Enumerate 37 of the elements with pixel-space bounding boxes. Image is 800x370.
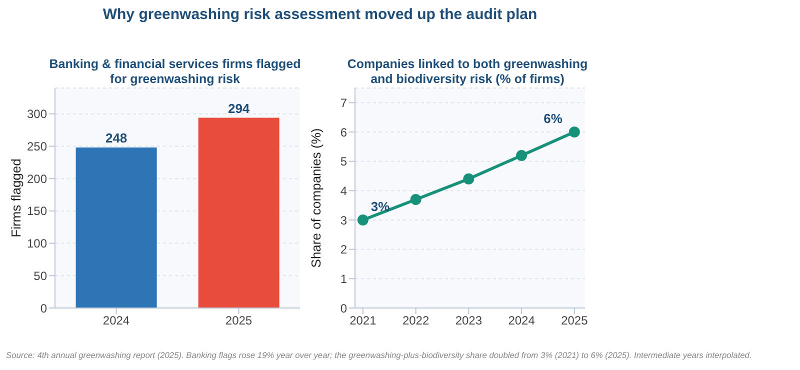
y-axis-title: Share of companies (%) xyxy=(308,128,324,268)
chart-title: Why greenwashing risk assessment moved up the audit plan xyxy=(102,6,538,23)
point xyxy=(357,214,368,226)
y-tick-label: 6 xyxy=(340,125,348,140)
point xyxy=(463,173,474,184)
y-tick-label: 7 xyxy=(340,96,348,110)
annotation: 6% xyxy=(544,111,563,126)
y-tick-label: 4 xyxy=(340,184,348,198)
x-tick-label: 2025 xyxy=(225,314,252,328)
chart-subtitle: Banking & financial services firms flagged for greenwashing risk xyxy=(48,56,302,88)
y-tick-label: 0 xyxy=(340,301,348,316)
x-tick-label: 2025 xyxy=(561,314,588,328)
x-tick-label: 2024 xyxy=(508,314,536,328)
y-tick-label: 1 xyxy=(340,272,348,286)
x-tick-label: 2021 xyxy=(350,314,377,328)
x-tick-label: 2024 xyxy=(102,314,130,328)
point xyxy=(568,126,580,138)
y-tick-label: 200 xyxy=(26,172,48,186)
y-tick-label: 250 xyxy=(26,139,48,154)
y-tick-label: 2 xyxy=(340,242,348,257)
y-tick-label: 5 xyxy=(340,154,348,169)
y-tick-label: 0 xyxy=(40,301,48,316)
y-axis-title: Firms flagged xyxy=(8,158,24,238)
y-tick-label: 300 xyxy=(26,107,48,122)
x-tick-label: 2022 xyxy=(402,314,430,328)
source-note: Source: 4th annual greenwashing report (2025). Banking flags rose 19% year over year; the greenwashing-plus-biodiversity share doubled from 3% (2021) to 6% (2025). Intermediate years interpolated. xyxy=(6,350,753,360)
point xyxy=(410,194,422,205)
data-label: 294 xyxy=(228,100,250,116)
data-label: 248 xyxy=(105,130,128,146)
x-tick-label: 2023 xyxy=(455,314,482,328)
y-tick-label: 50 xyxy=(34,268,48,283)
y-tick-label: 150 xyxy=(26,204,48,218)
point xyxy=(516,150,528,161)
annotation: 3% xyxy=(370,199,390,214)
y-tick-label: 100 xyxy=(26,236,48,251)
chart-subtitle: Companies linked to both greenwashing and biodiversity risk (% of firms) xyxy=(346,56,589,88)
y-tick-label: 3 xyxy=(340,213,348,228)
